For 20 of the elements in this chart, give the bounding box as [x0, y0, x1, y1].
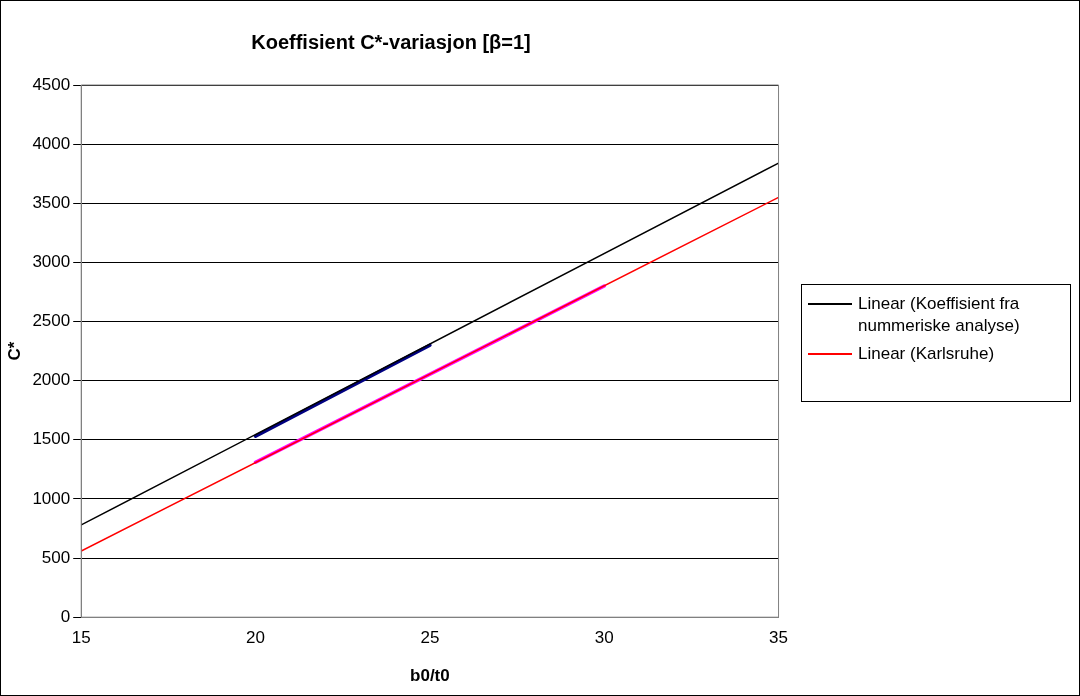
y-tick-label: 4500 [32, 74, 71, 94]
x-tick-label: 30 [594, 628, 614, 648]
x-tick-label: 25 [420, 628, 440, 648]
y-tick-label: 2500 [32, 311, 71, 331]
y-tick-label: 500 [41, 547, 71, 567]
y-tick-label: 0 [60, 606, 71, 626]
x-tick-label: 35 [769, 628, 789, 648]
x-tick-label: 15 [71, 628, 91, 648]
x-axis-title: b0/t0 [410, 666, 450, 686]
y-tick-label: 1000 [32, 488, 71, 508]
y-axis-title: C* [4, 341, 24, 361]
x-tick-label: 20 [246, 628, 266, 648]
y-tick-label: 4000 [32, 133, 71, 153]
y-tick-label: 1500 [32, 429, 71, 449]
y-tick-label: 3500 [32, 192, 71, 212]
legend-label: Linear (Karlsruhe) [858, 343, 995, 365]
y-tick-label: 3000 [32, 252, 71, 272]
y-tick-label: 2000 [32, 370, 71, 390]
chart-title: Koeffisient C*-variasjon [β=1] [251, 30, 531, 53]
legend-label: Linear (Koeffisient fra nummeriske analyse) [858, 293, 1021, 337]
